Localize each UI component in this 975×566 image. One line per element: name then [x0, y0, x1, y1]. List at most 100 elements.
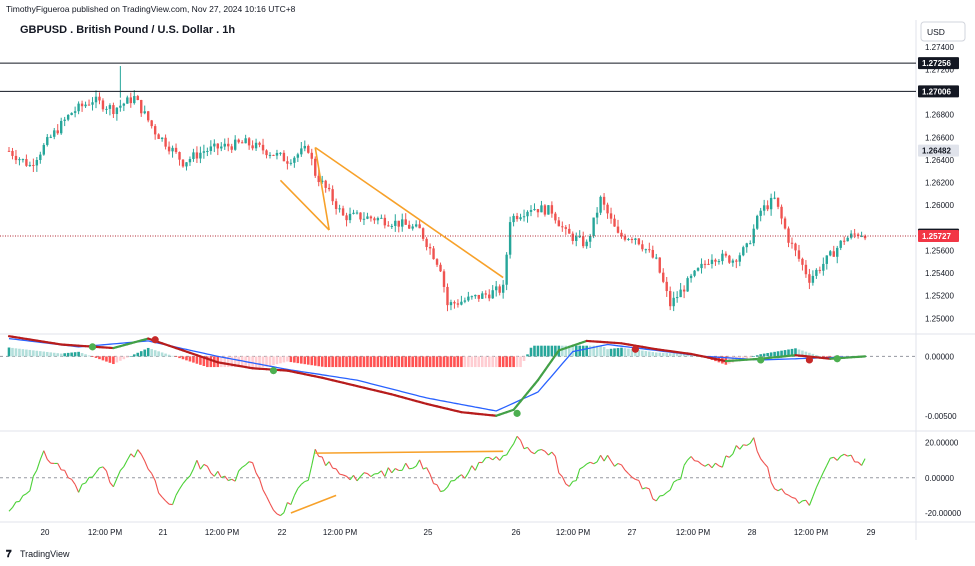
histogram-bar: [668, 353, 672, 357]
candle-bullish: [529, 210, 533, 212]
histogram-bar: [25, 349, 28, 357]
histogram-bar: [362, 356, 366, 368]
oscillator-segment: [335, 468, 341, 475]
histogram-bar: [731, 356, 735, 363]
histogram-bar: [373, 356, 376, 368]
candle-bullish: [693, 270, 696, 276]
histogram-bar: [21, 349, 25, 357]
oscillator-segment: [728, 453, 734, 458]
histogram-bar: [45, 351, 49, 357]
histogram-bar: [35, 350, 39, 357]
oscillator-segment: [642, 487, 647, 490]
oscillator-segment: [307, 465, 313, 481]
oscillator-segment: [551, 451, 556, 457]
brand-logo[interactable]: 𝟕 TradingView: [6, 549, 70, 560]
histogram-bar: [689, 354, 693, 357]
candle-bearish: [87, 104, 91, 106]
candles-layer: [7, 66, 867, 312]
oscillator-segment: [57, 463, 62, 471]
oscillator-segment: [697, 460, 702, 465]
candle-bearish: [404, 219, 407, 225]
oscillator-segment: [133, 449, 139, 458]
candle-bearish: [140, 99, 143, 114]
candle-bullish: [449, 302, 453, 306]
candle-bearish: [780, 206, 783, 219]
histogram-bar: [289, 356, 293, 363]
candle-bearish: [167, 146, 171, 152]
brand-name: TradingView: [20, 549, 70, 559]
candle-bearish: [181, 159, 185, 167]
candle-bullish: [731, 260, 735, 263]
oscillator-segment: [662, 491, 668, 496]
trendline: [279, 179, 330, 231]
oscillator-segment: [269, 503, 274, 511]
time-tick-label: 12:00 PM: [323, 528, 358, 537]
candle-bullish: [721, 253, 724, 262]
oscillator-segment: [492, 456, 497, 461]
oscillator-segment: [433, 483, 438, 486]
candle-bullish: [836, 247, 839, 257]
histogram-bar: [98, 356, 101, 360]
histogram-bar: [49, 352, 53, 357]
oscillator-segment: [603, 455, 609, 462]
candle-bearish: [724, 253, 728, 256]
candle-bearish: [216, 143, 219, 149]
histogram-bar: [637, 350, 641, 357]
oscillator-segment: [360, 472, 365, 477]
histogram-bar: [641, 350, 644, 357]
oscillator-segment: [192, 460, 198, 470]
candle-bullish: [348, 213, 352, 221]
level-label-box: [918, 85, 959, 98]
oscillator-segment: [784, 493, 789, 496]
histogram-bar: [418, 356, 421, 368]
oscillator-segment: [74, 484, 80, 493]
time-tick-label: 12:00 PM: [676, 528, 711, 537]
oscillator-segment: [391, 468, 396, 474]
candle-bearish: [153, 126, 157, 135]
oscillator-segment: [579, 466, 584, 470]
candle-bullish: [547, 205, 550, 215]
candle-bearish: [776, 197, 780, 207]
candle-bearish: [832, 251, 835, 257]
histogram-bar: [508, 356, 512, 368]
oscillator-segment: [422, 467, 427, 470]
oscillator-segment: [126, 453, 132, 461]
oscillator-segment: [565, 483, 570, 487]
candle-bearish: [641, 244, 644, 250]
candle-bullish: [759, 210, 762, 216]
candle-bearish: [310, 152, 313, 159]
histogram-bar: [616, 348, 620, 357]
price-tick-label: 1.25000: [925, 314, 954, 323]
cross-marker: [757, 356, 765, 364]
candle-bullish: [133, 96, 136, 104]
oscillator-segment: [130, 453, 135, 458]
oscillator-segment: [140, 454, 146, 462]
candle-bullish: [380, 217, 383, 219]
histogram-bar: [192, 356, 195, 363]
candle-bearish: [432, 248, 435, 260]
candle-bearish: [383, 217, 387, 226]
histogram-bar: [498, 356, 501, 368]
oscillator-segment: [582, 463, 588, 468]
oscillator-segment: [328, 461, 334, 469]
histogram-bar: [209, 356, 213, 368]
currency-button[interactable]: USD: [920, 21, 966, 42]
oscillator-segment: [781, 488, 786, 494]
histogram-bar: [501, 356, 505, 368]
oscillator-segment: [669, 481, 675, 491]
candle-bullish: [675, 297, 679, 299]
candle-bullish: [679, 289, 682, 298]
candle-bullish: [592, 217, 595, 236]
histogram-bar: [52, 352, 56, 357]
oscillator-segment: [690, 456, 695, 462]
candle-bearish: [408, 224, 411, 229]
histogram-bar: [261, 356, 265, 368]
time-tick-label: 29: [867, 528, 876, 537]
candle-bullish: [244, 138, 247, 144]
candle-bearish: [387, 225, 390, 227]
oscillator-segment: [593, 461, 598, 465]
histogram-bar: [780, 350, 783, 357]
histogram-bar: [623, 348, 627, 357]
histogram-bar: [682, 354, 686, 357]
